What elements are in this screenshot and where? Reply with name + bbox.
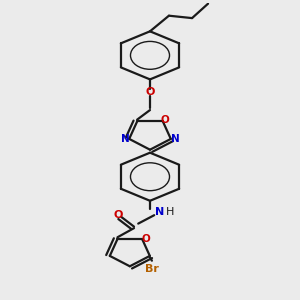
Text: O: O [141,234,150,244]
Text: H: H [166,207,174,217]
Text: N: N [171,134,179,144]
Text: N: N [154,207,164,217]
Text: O: O [113,211,123,220]
Text: Br: Br [145,264,159,274]
Text: O: O [160,115,169,125]
Text: O: O [145,87,155,97]
Text: N: N [121,134,129,144]
